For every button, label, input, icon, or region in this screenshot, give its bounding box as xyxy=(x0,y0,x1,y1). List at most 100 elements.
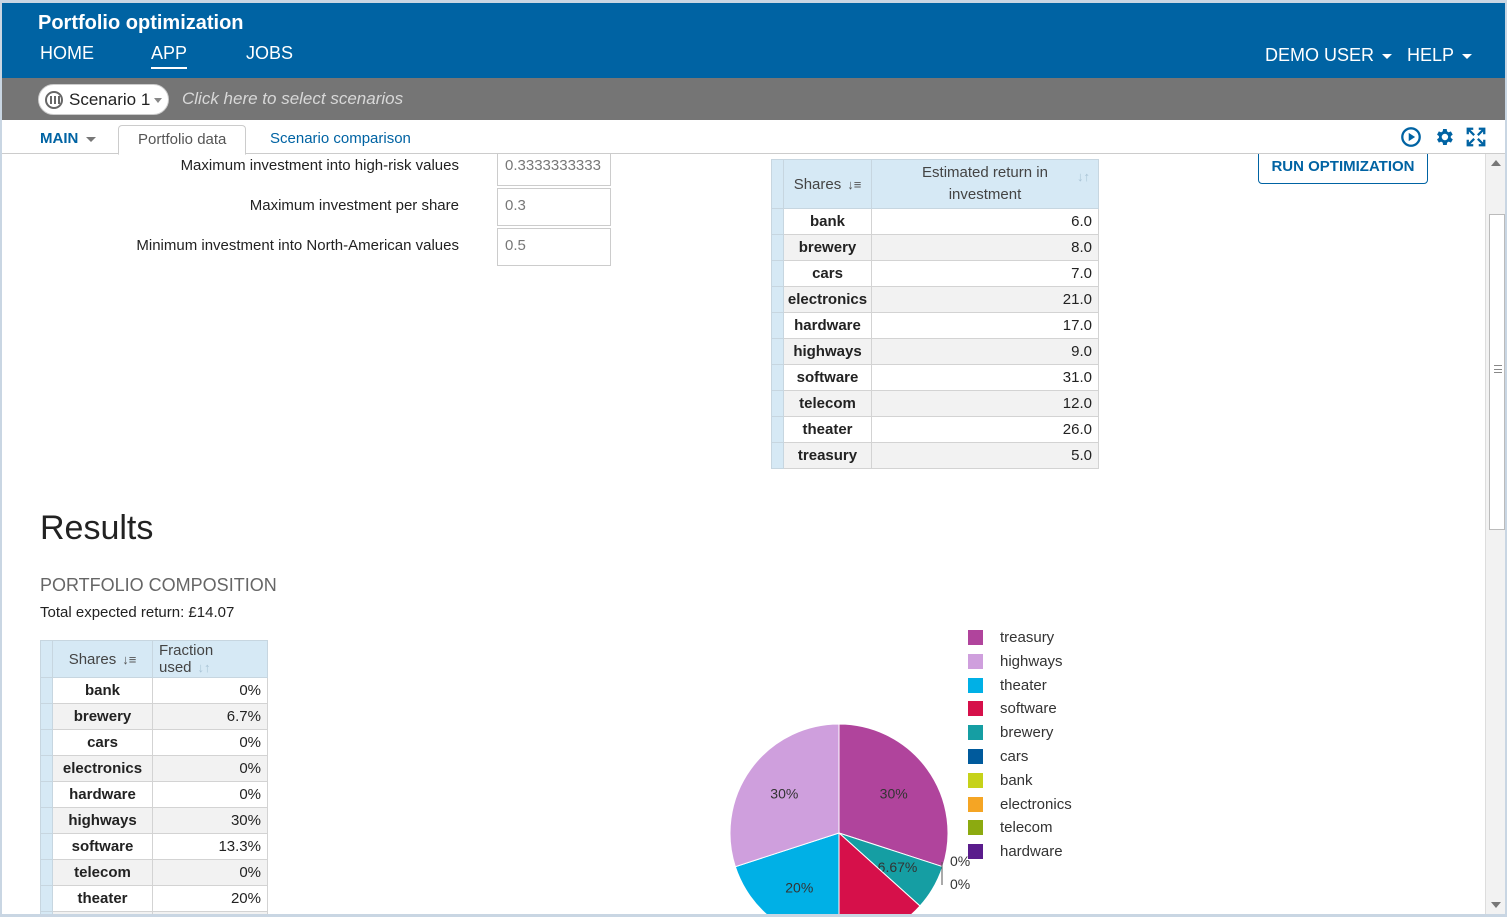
table-row[interactable]: telecom 0% xyxy=(40,859,268,886)
column-header-estimated-return[interactable]: Estimated return in investment ↓↑ xyxy=(871,159,1099,209)
row-marker[interactable] xyxy=(40,885,53,912)
value-cell[interactable]: 26.0 xyxy=(871,416,1099,443)
sort-icon[interactable]: ↓↑ xyxy=(197,660,211,675)
table-row[interactable]: theater 20% xyxy=(40,885,268,912)
value-cell[interactable]: 8.0 xyxy=(871,234,1099,261)
row-marker[interactable] xyxy=(771,234,784,261)
scroll-up-arrow-icon[interactable] xyxy=(1491,160,1501,166)
row-marker[interactable] xyxy=(771,390,784,417)
row-marker[interactable] xyxy=(40,729,53,756)
row-marker[interactable] xyxy=(40,677,53,704)
column-header-shares[interactable]: Shares ↓≡ xyxy=(52,640,153,678)
nav-home[interactable]: HOME xyxy=(40,43,94,63)
value-cell[interactable]: 30% xyxy=(152,911,268,914)
row-marker[interactable] xyxy=(40,833,53,860)
pie-slice-software[interactable] xyxy=(838,831,921,914)
column-header-shares[interactable]: Shares ↓≡ xyxy=(783,159,872,209)
row-marker[interactable] xyxy=(40,781,53,808)
table-row[interactable]: hardware 0% xyxy=(40,781,268,808)
table-row[interactable]: software 31.0 xyxy=(771,364,1099,391)
value-cell[interactable]: 21.0 xyxy=(871,286,1099,313)
row-marker[interactable] xyxy=(771,338,784,365)
scroll-down-arrow-icon[interactable] xyxy=(1491,902,1501,908)
min-north-american-input[interactable]: 0.5 xyxy=(497,228,611,266)
share-name-cell: bank xyxy=(52,677,153,704)
value-cell[interactable]: 0% xyxy=(152,755,268,782)
value-cell[interactable]: 0% xyxy=(152,781,268,808)
row-marker[interactable] xyxy=(771,312,784,339)
scenario-search-placeholder[interactable]: Click here to select scenarios xyxy=(182,89,404,108)
value-cell[interactable]: 0% xyxy=(152,729,268,756)
scenario-selector[interactable]: Scenario 1 xyxy=(38,84,169,115)
sort-icon[interactable]: ↓≡ xyxy=(847,176,862,192)
pie-slice-highways[interactable] xyxy=(729,724,840,868)
table-row[interactable]: electronics 21.0 xyxy=(771,286,1099,313)
pie-slice-treasury[interactable] xyxy=(838,724,949,868)
value-cell[interactable]: 13.3% xyxy=(152,833,268,860)
max-per-share-input[interactable]: 0.3 xyxy=(497,188,611,226)
value-cell[interactable]: 0% xyxy=(152,677,268,704)
value-cell[interactable]: 17.0 xyxy=(871,312,1099,339)
row-marker[interactable] xyxy=(771,416,784,443)
scroll-thumb[interactable] xyxy=(1489,214,1505,530)
table-row[interactable]: brewery 6.7% xyxy=(40,703,268,730)
table-row[interactable]: cars 0% xyxy=(40,729,268,756)
table-row[interactable]: hardware 17.0 xyxy=(771,312,1099,339)
nav-jobs[interactable]: JOBS xyxy=(246,43,294,63)
table-row[interactable]: electronics 0% xyxy=(40,755,268,782)
value-cell[interactable]: 0% xyxy=(152,859,268,886)
value-cell[interactable]: 7.0 xyxy=(871,260,1099,287)
table-row[interactable]: software 13.3% xyxy=(40,833,268,860)
table-row[interactable]: treasury30% xyxy=(40,911,268,914)
table-row[interactable]: highways 9.0 xyxy=(771,338,1099,365)
table-row[interactable]: cars 7.0 xyxy=(771,260,1099,287)
value-cell[interactable]: 12.0 xyxy=(871,390,1099,417)
row-marker[interactable] xyxy=(771,208,784,235)
value-cell[interactable]: 30% xyxy=(152,807,268,834)
help-menu[interactable]: HELP xyxy=(1407,45,1473,66)
gear-icon[interactable] xyxy=(1433,126,1455,148)
pie-slice-theater[interactable] xyxy=(734,832,840,914)
vertical-scrollbar[interactable] xyxy=(1485,154,1505,914)
tab-scenario-comparison[interactable]: Scenario comparison xyxy=(270,130,411,147)
table-row[interactable]: brewery 8.0 xyxy=(771,234,1099,261)
sort-icon[interactable]: ↓↑ xyxy=(1077,169,1090,184)
row-marker[interactable] xyxy=(40,755,53,782)
share-name-cell: electronics xyxy=(52,755,153,782)
table-row[interactable]: highways 30% xyxy=(40,807,268,834)
value-cell[interactable]: 31.0 xyxy=(871,364,1099,391)
value-cell[interactable]: 20% xyxy=(152,885,268,912)
sort-icon[interactable]: ↓≡ xyxy=(122,651,137,667)
table-row[interactable]: treasury 5.0 xyxy=(771,442,1099,469)
row-marker[interactable] xyxy=(771,364,784,391)
table-row[interactable]: theater 26.0 xyxy=(771,416,1099,443)
legend-label: cars xyxy=(1000,747,1029,765)
legend-swatch xyxy=(968,653,983,669)
table-row[interactable]: telecom 12.0 xyxy=(771,390,1099,417)
table-row[interactable]: bank 0% xyxy=(40,677,268,704)
run-optimization-button[interactable]: RUN OPTIMIZATION xyxy=(1258,154,1428,184)
param-min-north-american: Minimum investment into North-American v… xyxy=(2,228,622,266)
table-row[interactable]: bank 6.0 xyxy=(771,208,1099,235)
row-marker[interactable] xyxy=(40,807,53,834)
chevron-down-icon[interactable] xyxy=(154,98,162,103)
tab-portfolio-data[interactable]: Portfolio data xyxy=(118,125,247,155)
user-menu[interactable]: DEMO USER xyxy=(1265,45,1393,66)
main-menu-dropdown[interactable]: MAIN xyxy=(40,130,97,147)
row-marker[interactable] xyxy=(771,286,784,313)
max-high-risk-input[interactable]: 0.3333333333 xyxy=(497,154,611,186)
play-circle-icon[interactable] xyxy=(1400,126,1422,148)
row-marker[interactable] xyxy=(40,859,53,886)
row-marker[interactable] xyxy=(40,703,53,730)
expand-icon[interactable] xyxy=(1465,126,1487,148)
value-cell[interactable]: 6.0 xyxy=(871,208,1099,235)
value-cell[interactable]: 6.7% xyxy=(152,703,268,730)
row-marker[interactable] xyxy=(771,260,784,287)
row-marker[interactable] xyxy=(771,442,784,469)
nav-app[interactable]: APP xyxy=(151,43,188,69)
row-marker[interactable] xyxy=(40,911,53,914)
value-cell[interactable]: 9.0 xyxy=(871,338,1099,365)
value-cell[interactable]: 5.0 xyxy=(871,442,1099,469)
share-name-cell: hardware xyxy=(783,312,872,339)
column-header-fraction-used[interactable]: Fraction used ↓↑ xyxy=(152,640,268,678)
